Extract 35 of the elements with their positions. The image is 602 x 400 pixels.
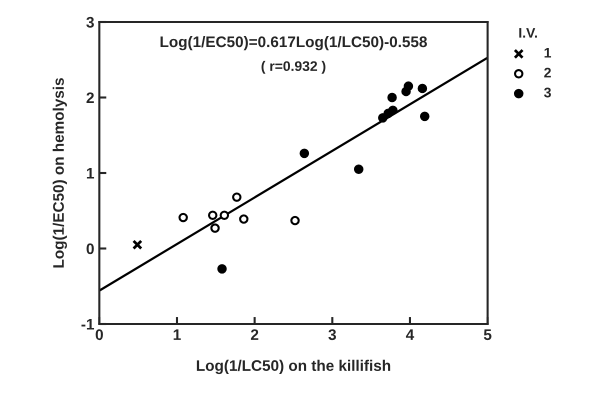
point: [217, 264, 227, 274]
point: [354, 164, 364, 174]
point: [210, 223, 220, 233]
annotation: Log(1/EC50)=0.617Log(1/LC50)-0.558: [160, 36, 427, 50]
point: [404, 81, 414, 91]
point: [420, 112, 430, 122]
y-tick-label: 3: [86, 16, 94, 28]
x-tick-label: 5: [484, 329, 492, 340]
point: [300, 148, 310, 158]
legend-title: I.V.: [519, 28, 537, 38]
y-tick-label: 0: [86, 243, 94, 254]
point: [232, 192, 242, 202]
point: [418, 84, 428, 94]
y-axis-title: Log(1/EC50) on hemolysis: [52, 78, 67, 268]
x-tick-label: 3: [328, 329, 336, 340]
x-tick-label: 0: [96, 329, 103, 340]
x-tick-label: 2: [250, 329, 258, 340]
point: [387, 92, 397, 102]
point: [208, 210, 218, 220]
y-tick-label: 1: [86, 168, 94, 179]
legend-label: 1: [544, 48, 552, 58]
legend-label: 2: [544, 68, 551, 78]
point: [388, 106, 398, 116]
x-axis-title: Log(1/LC50) on the killifish: [196, 360, 390, 374]
y-tick-label: -1: [81, 319, 94, 330]
point: [220, 210, 230, 220]
legend-label: 3: [544, 88, 551, 98]
point: [132, 240, 143, 250]
x-tick-label: 4: [406, 329, 414, 340]
point: [178, 212, 188, 222]
point: [239, 214, 248, 224]
y-tick-label: 2: [86, 92, 94, 104]
annotation: ( r=0.932 ): [262, 60, 326, 74]
point: [290, 216, 300, 226]
x-tick-label: 1: [174, 329, 181, 340]
